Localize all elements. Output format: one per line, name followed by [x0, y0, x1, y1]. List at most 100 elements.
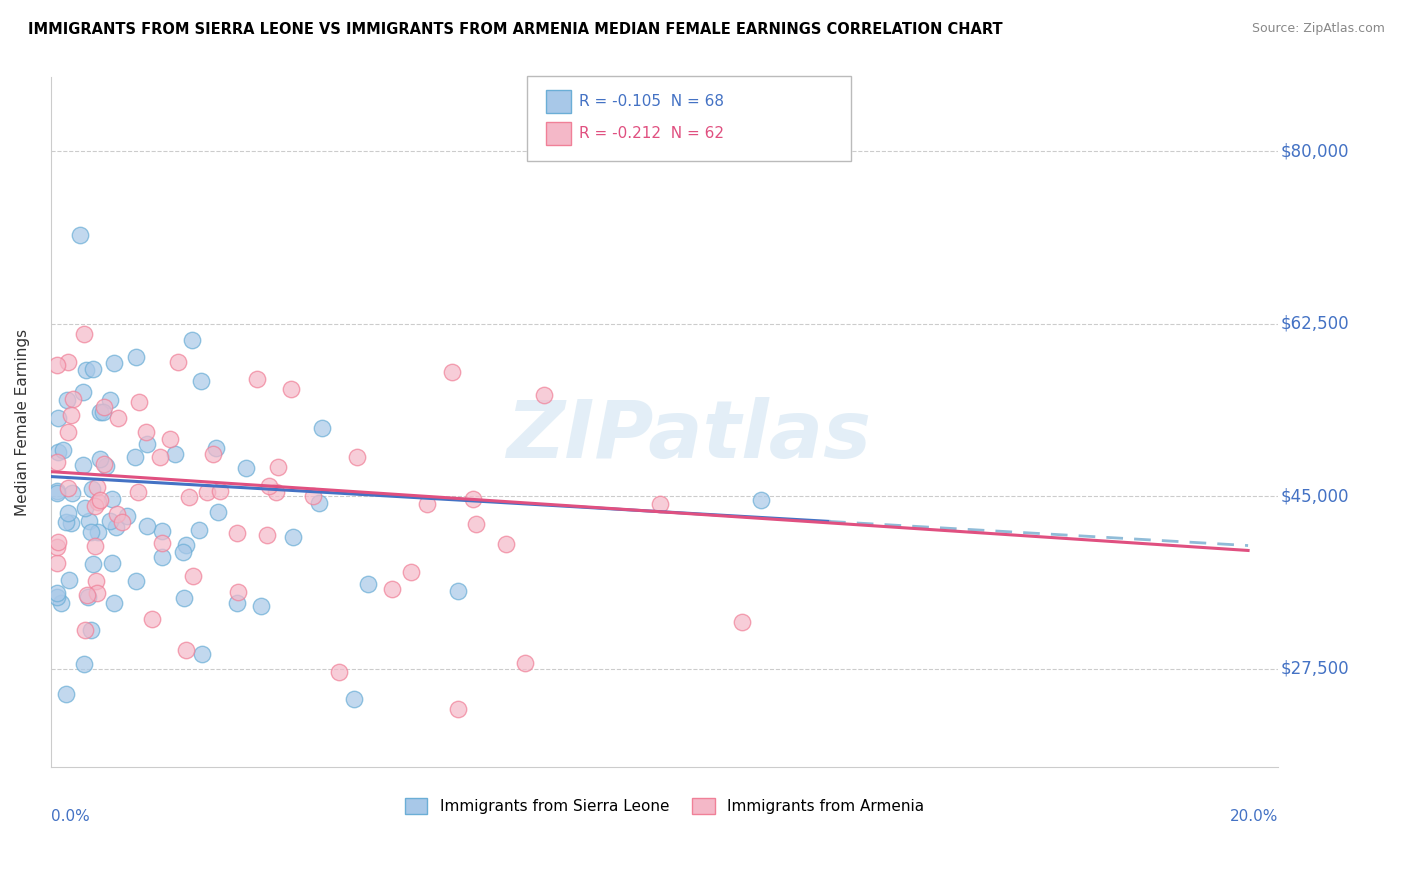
Immigrants from Sierra Leone	[77, 590, 100, 604]
Immigrants from Armenia	[76, 588, 98, 602]
Immigrants from Sierra Leone	[125, 574, 148, 589]
Immigrants from Sierra Leone	[55, 515, 77, 529]
Immigrants from Armenia	[259, 479, 281, 493]
Immigrants from Sierra Leone	[283, 530, 305, 544]
Immigrants from Armenia	[127, 484, 149, 499]
Immigrants from Sierra Leone	[235, 460, 257, 475]
Immigrants from Armenia	[56, 425, 79, 440]
Immigrants from Armenia	[730, 615, 752, 630]
Immigrants from Armenia	[111, 515, 134, 529]
Immigrants from Armenia	[495, 537, 517, 551]
Immigrants from Armenia	[135, 425, 157, 439]
Immigrants from Sierra Leone	[751, 493, 773, 508]
Immigrants from Sierra Leone	[94, 458, 117, 473]
Immigrants from Armenia	[150, 536, 173, 550]
Immigrants from Armenia	[107, 410, 129, 425]
Immigrants from Armenia	[226, 526, 249, 541]
Immigrants from Sierra Leone	[180, 334, 202, 348]
Immigrants from Sierra Leone	[173, 591, 195, 606]
Immigrants from Armenia	[447, 702, 470, 716]
Text: R = -0.212  N = 62: R = -0.212 N = 62	[579, 127, 724, 141]
Immigrants from Sierra Leone	[82, 482, 104, 496]
Immigrants from Armenia	[62, 392, 84, 406]
Immigrants from Sierra Leone	[89, 452, 111, 467]
Immigrants from Sierra Leone	[249, 599, 271, 614]
Immigrants from Sierra Leone	[45, 486, 67, 500]
Immigrants from Sierra Leone	[60, 486, 83, 500]
Immigrants from Sierra Leone	[45, 586, 67, 600]
Immigrants from Sierra Leone	[150, 524, 173, 538]
Immigrants from Armenia	[167, 355, 190, 369]
Immigrants from Sierra Leone	[204, 441, 226, 455]
Immigrants from Sierra Leone	[226, 596, 249, 610]
Immigrants from Sierra Leone	[87, 525, 110, 540]
Immigrants from Sierra Leone	[101, 557, 124, 571]
Immigrants from Sierra Leone	[190, 374, 212, 388]
Immigrants from Armenia	[89, 492, 111, 507]
Immigrants from Sierra Leone	[56, 392, 79, 407]
Immigrants from Armenia	[84, 499, 107, 513]
Immigrants from Sierra Leone	[77, 514, 100, 528]
Immigrants from Sierra Leone	[115, 509, 138, 524]
Immigrants from Sierra Leone	[342, 692, 364, 706]
Immigrants from Armenia	[84, 574, 107, 588]
Immigrants from Armenia	[45, 455, 67, 469]
Legend: Immigrants from Sierra Leone, Immigrants from Armenia: Immigrants from Sierra Leone, Immigrants…	[396, 790, 932, 822]
Immigrants from Sierra Leone	[80, 525, 103, 540]
Immigrants from Armenia	[280, 382, 302, 396]
Text: Source: ZipAtlas.com: Source: ZipAtlas.com	[1251, 22, 1385, 36]
Immigrants from Sierra Leone	[187, 523, 209, 537]
Immigrants from Sierra Leone	[98, 392, 121, 407]
Immigrants from Armenia	[515, 657, 537, 671]
Immigrants from Armenia	[72, 326, 94, 341]
Immigrants from Sierra Leone	[150, 549, 173, 564]
Immigrants from Armenia	[93, 400, 115, 414]
Text: R = -0.105  N = 68: R = -0.105 N = 68	[579, 95, 724, 109]
Immigrants from Armenia	[141, 612, 163, 626]
Immigrants from Sierra Leone	[446, 584, 468, 599]
Immigrants from Sierra Leone	[98, 514, 121, 528]
Immigrants from Armenia	[416, 498, 439, 512]
Immigrants from Sierra Leone	[308, 496, 330, 510]
Immigrants from Armenia	[226, 585, 249, 599]
Immigrants from Armenia	[159, 433, 181, 447]
Immigrants from Sierra Leone	[72, 385, 94, 400]
Immigrants from Armenia	[46, 535, 69, 549]
Immigrants from Sierra Leone	[89, 404, 111, 418]
Text: 0.0%: 0.0%	[51, 809, 90, 823]
Immigrants from Armenia	[45, 358, 67, 372]
Immigrants from Sierra Leone	[72, 458, 94, 472]
Immigrants from Sierra Leone	[174, 538, 197, 552]
Immigrants from Armenia	[328, 665, 350, 679]
Immigrants from Armenia	[648, 497, 671, 511]
Immigrants from Sierra Leone	[55, 687, 77, 701]
Immigrants from Sierra Leone	[104, 520, 127, 534]
Immigrants from Sierra Leone	[191, 648, 214, 662]
Immigrants from Sierra Leone	[45, 590, 67, 604]
Text: IMMIGRANTS FROM SIERRA LEONE VS IMMIGRANTS FROM ARMENIA MEDIAN FEMALE EARNINGS C: IMMIGRANTS FROM SIERRA LEONE VS IMMIGRAN…	[28, 22, 1002, 37]
Immigrants from Armenia	[302, 489, 325, 503]
Immigrants from Sierra Leone	[103, 596, 125, 610]
Text: $80,000: $80,000	[1281, 143, 1348, 161]
Immigrants from Armenia	[56, 481, 79, 495]
Text: $27,500: $27,500	[1281, 660, 1350, 678]
Immigrants from Armenia	[401, 565, 423, 579]
Immigrants from Armenia	[149, 450, 172, 465]
Immigrants from Sierra Leone	[72, 657, 94, 672]
Immigrants from Armenia	[86, 494, 108, 508]
Text: $45,000: $45,000	[1281, 487, 1348, 505]
Immigrants from Sierra Leone	[80, 623, 103, 637]
Immigrants from Sierra Leone	[59, 516, 82, 530]
Immigrants from Sierra Leone	[163, 447, 186, 461]
Immigrants from Sierra Leone	[82, 557, 104, 571]
Immigrants from Armenia	[45, 556, 67, 570]
Text: ZIPatlas: ZIPatlas	[506, 397, 872, 475]
Immigrants from Sierra Leone	[46, 444, 69, 458]
Immigrants from Armenia	[93, 457, 115, 471]
Immigrants from Sierra Leone	[91, 405, 114, 419]
Immigrants from Sierra Leone	[82, 361, 104, 376]
Immigrants from Armenia	[463, 491, 485, 506]
Immigrants from Sierra Leone	[311, 420, 333, 434]
Immigrants from Sierra Leone	[75, 501, 97, 516]
Immigrants from Armenia	[264, 485, 287, 500]
